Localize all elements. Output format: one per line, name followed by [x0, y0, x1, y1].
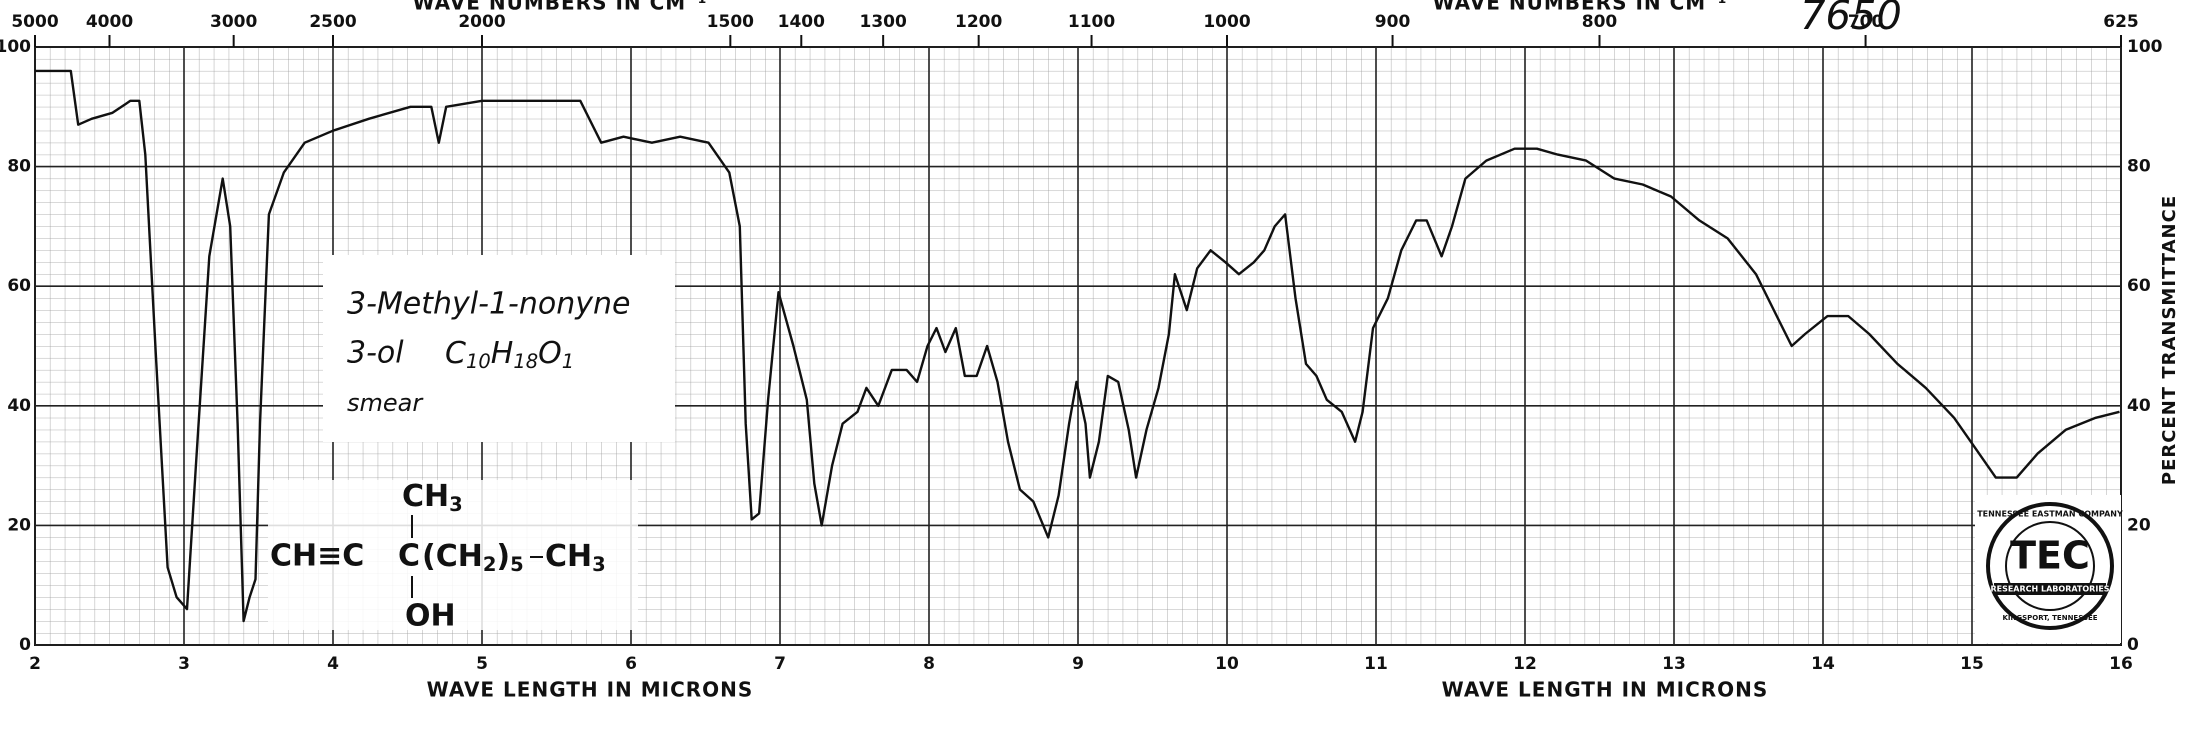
- y2-tick-label: 40: [2127, 396, 2151, 416]
- x-tick-label: 16: [2109, 654, 2133, 674]
- x-axis-label: WAVE LENGTH IN MICRONS: [427, 678, 754, 702]
- curve-layer: [35, 69, 2120, 623]
- top-tick-label: 900: [1375, 12, 1411, 32]
- top-tick-label: 3000: [210, 12, 257, 32]
- x-tick-label: 12: [1513, 654, 1537, 674]
- x-tick-label: 4: [327, 654, 339, 674]
- logo-inner: [2005, 521, 2095, 611]
- logo-ring-bottom: KINGSPORT, TENNESSEE: [2002, 614, 2097, 622]
- top-tick-label: 1400: [778, 12, 825, 32]
- top-tick-label: 625: [2103, 12, 2139, 32]
- spectrum-line: [35, 69, 2120, 623]
- x-tick-label: 10: [1215, 654, 1239, 674]
- y-tick-label: 60: [7, 276, 31, 296]
- x-tick-label: 6: [625, 654, 637, 674]
- x-tick-label: 8: [923, 654, 935, 674]
- top-tick-label: 2000: [458, 12, 505, 32]
- x-tick-label: 3: [178, 654, 190, 674]
- top-tick-label: 5000: [11, 12, 58, 32]
- structure-center: C: [398, 539, 420, 574]
- y-tick-label: 20: [7, 515, 31, 535]
- sample-name: 3-Methyl-1-nonyne: [347, 287, 630, 322]
- logo-letters: TEC: [2010, 534, 2090, 578]
- y-tick-label: 100: [0, 37, 31, 57]
- x-axis-label: WAVE LENGTH IN MICRONS: [1442, 678, 1769, 702]
- y2-tick-label: 80: [2127, 157, 2151, 177]
- x-tick-label: 2: [29, 654, 41, 674]
- logo-band: [1994, 583, 2106, 595]
- top-tick-label: 1500: [707, 12, 754, 32]
- top-tick-label: 1300: [859, 12, 906, 32]
- y-tick-label: 40: [7, 396, 31, 416]
- y-tick-label: 0: [19, 635, 31, 655]
- x-tick-label: 14: [1811, 654, 1835, 674]
- logo: TENNESSEE EASTMAN COMPANY TEC RESEARCH L…: [1975, 495, 2123, 643]
- y2-tick-label: 60: [2127, 276, 2151, 296]
- top-axis-label: WAVE NUMBERS IN CM⁻¹: [1433, 0, 1728, 15]
- y2-tick-label: 100: [2127, 37, 2163, 57]
- top-tick-label: 1200: [955, 12, 1002, 32]
- top-tick-label: 1100: [1068, 12, 1115, 32]
- sample-formula: C10H18O1: [445, 336, 574, 373]
- x-tick-label: 5: [476, 654, 488, 674]
- x-tick-label: 7: [774, 654, 786, 674]
- y2-tick-label: 0: [2127, 635, 2139, 655]
- sample-phase: smear: [347, 389, 424, 417]
- sample-name-cont: 3-ol: [347, 336, 404, 371]
- y-tick-label: 80: [7, 157, 31, 177]
- logo-ring-top: TENNESSEE EASTMAN COMPANY: [1977, 510, 2123, 519]
- top-tick-label: 700: [1848, 12, 1884, 32]
- y2-tick-label: 20: [2127, 515, 2151, 535]
- structure-end: CH3: [545, 539, 606, 576]
- structure-top: CH3: [402, 479, 463, 516]
- top-tick-label: 1000: [1203, 12, 1250, 32]
- structure-left: CH≡C: [270, 539, 364, 574]
- x-tick-label: 13: [1662, 654, 1686, 674]
- label-card: [323, 255, 675, 442]
- y-axis-label: PERCENT TRANSMITTANCE: [2159, 195, 2180, 485]
- top-tick-label: 4000: [86, 12, 133, 32]
- structure-bg: [268, 480, 638, 630]
- top-tick-label: 800: [1582, 12, 1618, 32]
- logo-band-text: RESEARCH LABORATORIES: [1990, 585, 2109, 594]
- top-axis-label: WAVE NUMBERS IN CM⁻¹: [413, 0, 708, 15]
- spectrum-number: 7650: [1800, 0, 1902, 39]
- x-tick-label: 11: [1364, 654, 1388, 674]
- structure-chain: (CH2)5: [422, 539, 524, 576]
- x-tick-label: 9: [1072, 654, 1084, 674]
- structure-bottom: OH: [405, 599, 456, 634]
- x-tick-label: 15: [1960, 654, 1984, 674]
- top-tick-label: 2500: [309, 12, 356, 32]
